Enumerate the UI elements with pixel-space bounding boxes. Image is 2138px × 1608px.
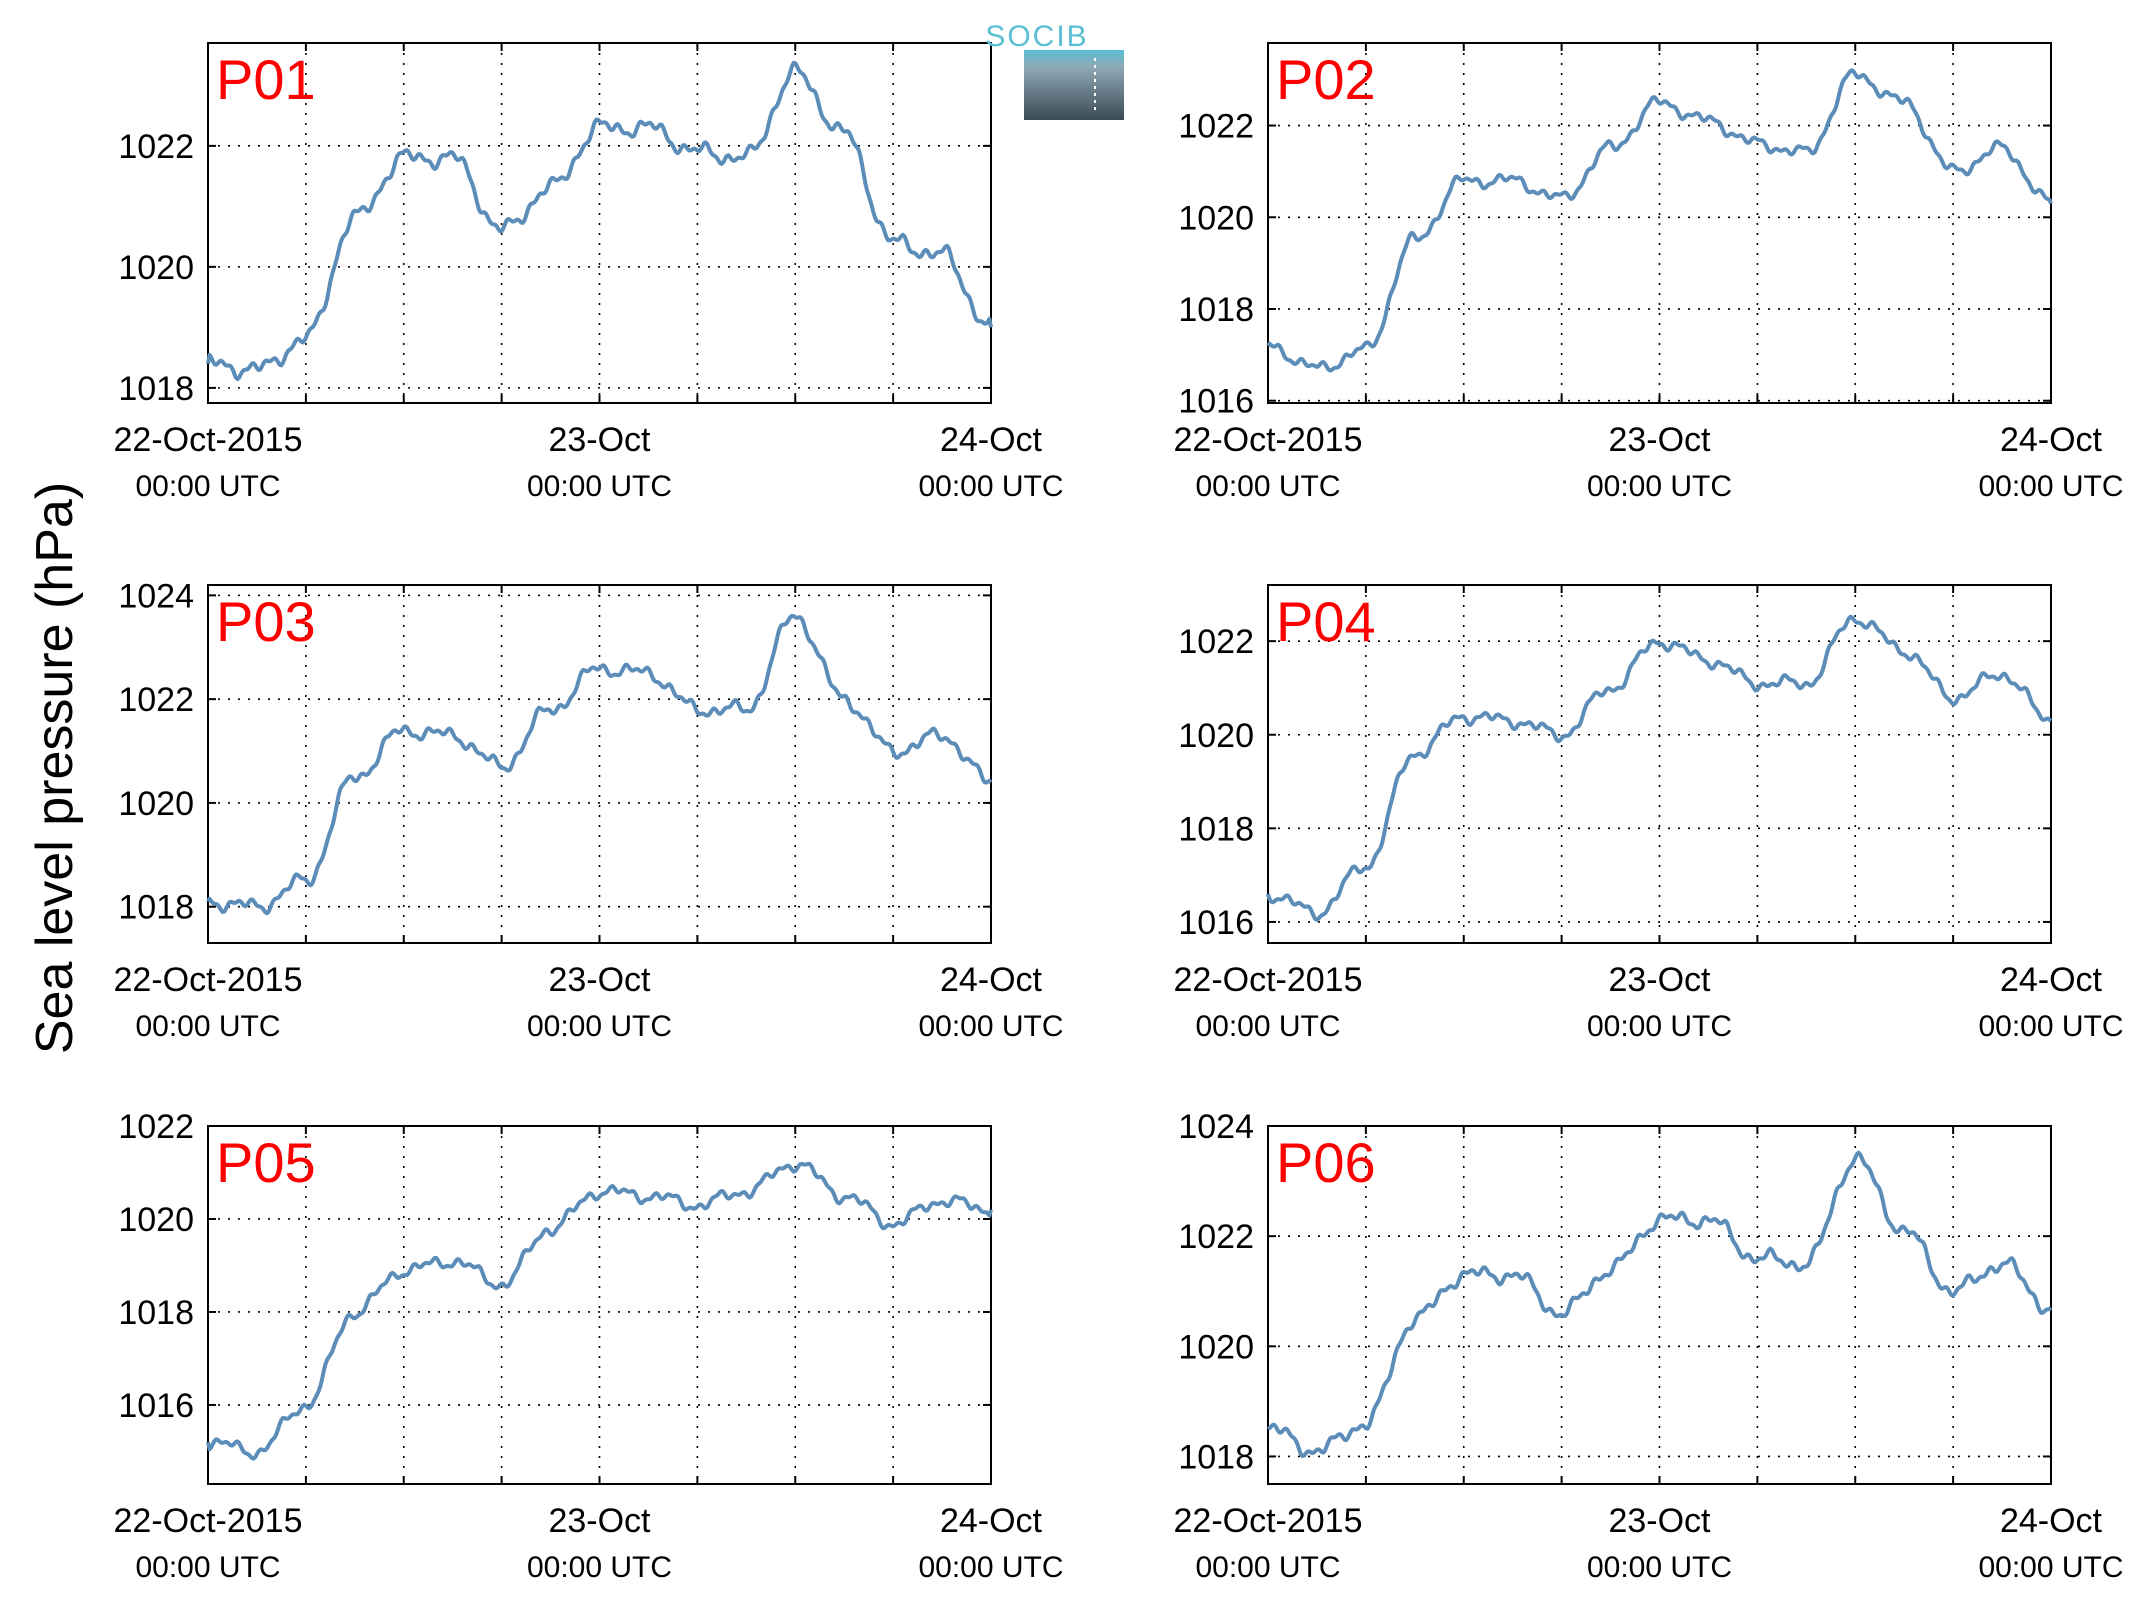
y-axis-label: Sea level pressure (hPa) [26, 482, 84, 1054]
x-tick-sublabel: 00:00 UTC [1978, 470, 2123, 503]
y-tick-label: 1018 [1178, 810, 1254, 848]
x-tick-sublabel: 00:00 UTC [1195, 1551, 1340, 1584]
x-tick-sublabel: 00:00 UTC [918, 1010, 1063, 1043]
grid [1268, 1125, 2051, 1484]
y-tick-label: 1016 [118, 1387, 194, 1425]
x-tick-label: 24-Oct [940, 961, 1043, 999]
grid [1268, 585, 2051, 943]
series-line [1267, 1150, 2053, 1458]
y-tick-label: 1018 [1178, 291, 1254, 329]
x-tick-label: 23-Oct [1608, 1502, 1711, 1540]
x-tick-sublabel: 00:00 UTC [918, 1551, 1063, 1584]
panel-p03: 1018 1020 1022 1024 22-Oct-2015 00:00 UTC 23-O… [114, 577, 1064, 1043]
y-tick-label: 1022 [1178, 108, 1254, 146]
x-tick-sublabel: 00:00 UTC [135, 470, 280, 503]
y-tick-label: 1020 [118, 785, 194, 823]
panel-p06: 1018 1020 1022 1024 22-Oct-2015 00:00 UTC 23-O… [1174, 1108, 2124, 1584]
x-tick-label: 22-Oct-2015 [1174, 421, 1363, 459]
y-tick-label: 1020 [118, 249, 194, 287]
y-tick-label: 1022 [118, 1108, 194, 1146]
x-tick-sublabel: 00:00 UTC [1587, 1010, 1732, 1043]
panel-label: P01 [216, 48, 316, 111]
y-tick-label: 1020 [118, 1201, 194, 1239]
x-tick-sublabel: 00:00 UTC [918, 470, 1063, 503]
x-tick-label: 22-Oct-2015 [114, 1502, 303, 1540]
x-tick-sublabel: 00:00 UTC [135, 1551, 280, 1584]
y-tick-label: 1016 [1178, 904, 1254, 942]
x-tick-label: 23-Oct [548, 421, 651, 459]
y-tick-label: 1022 [118, 681, 194, 719]
x-tick-label: 24-Oct [940, 421, 1043, 459]
panel-label: P05 [216, 1131, 316, 1194]
panels: 1018 1020 1022 22-Oct-2015 00:00 UTC 23-Oct 00… [114, 42, 2124, 1584]
x-tick-sublabel: 00:00 UTC [1195, 470, 1340, 503]
x-tick-sublabel: 00:00 UTC [1587, 1551, 1732, 1584]
panel-p05: 1016 1018 1020 1022 22-Oct-2015 00:00 UTC 23-O… [114, 1108, 1064, 1584]
y-tick-label: 1022 [1178, 623, 1254, 661]
axes-box [1267, 584, 2052, 944]
x-tick-label: 22-Oct-2015 [1174, 1502, 1363, 1540]
series-line [1266, 614, 2053, 922]
x-tick-label: 22-Oct-2015 [114, 961, 303, 999]
x-tick-label: 24-Oct [940, 1502, 1043, 1540]
panel-label: P03 [216, 590, 316, 653]
y-tick-label: 1024 [1178, 1108, 1254, 1146]
panel-label: P02 [1276, 48, 1376, 111]
x-tick-sublabel: 00:00 UTC [135, 1010, 280, 1043]
y-tick-label: 1024 [118, 577, 194, 615]
panel-p02: 1016 1018 1020 1022 22-Oct-2015 00:00 UTC 23-O… [1174, 42, 2124, 503]
axes-box [207, 1125, 992, 1485]
x-tick-label: 23-Oct [1608, 961, 1711, 999]
series-line [206, 613, 993, 916]
y-tick-label: 1022 [118, 128, 194, 166]
panel-label: P04 [1276, 590, 1376, 653]
series-line [206, 60, 993, 381]
socib-logo: SOCIB [985, 20, 1124, 120]
y-tick-label: 1020 [1178, 717, 1254, 755]
x-tick-sublabel: 00:00 UTC [1978, 1551, 2123, 1584]
x-tick-sublabel: 00:00 UTC [527, 1010, 672, 1043]
y-tick-label: 1018 [1178, 1438, 1254, 1476]
x-tick-sublabel: 00:00 UTC [527, 470, 672, 503]
panel-p01: 1018 1020 1022 22-Oct-2015 00:00 UTC 23-Oct 00… [114, 42, 1064, 503]
x-tick-label: 23-Oct [548, 961, 651, 999]
y-tick-label: 1016 [1178, 383, 1254, 421]
y-tick-label: 1022 [1178, 1218, 1254, 1256]
x-tick-label: 23-Oct [1608, 421, 1711, 459]
y-tick-label: 1020 [1178, 1328, 1254, 1366]
grid [1268, 43, 2051, 403]
y-tick-label: 1018 [118, 1294, 194, 1332]
x-tick-label: 24-Oct [2000, 1502, 2103, 1540]
grid [208, 1125, 991, 1484]
grid [208, 43, 991, 403]
x-tick-sublabel: 00:00 UTC [1587, 470, 1732, 503]
x-tick-sublabel: 00:00 UTC [527, 1551, 672, 1584]
series-line [1266, 68, 2053, 373]
series-line [206, 1161, 993, 1461]
x-tick-sublabel: 00:00 UTC [1978, 1010, 2123, 1043]
x-tick-label: 24-Oct [2000, 421, 2103, 459]
logo-graphic [1024, 50, 1124, 120]
x-tick-label: 22-Oct-2015 [114, 421, 303, 459]
y-tick-label: 1020 [1178, 199, 1254, 237]
x-tick-label: 24-Oct [2000, 961, 2103, 999]
axes-box [1267, 1125, 2052, 1485]
x-tick-label: 23-Oct [548, 1502, 651, 1540]
axes-box [207, 584, 992, 944]
panel-label: P06 [1276, 1131, 1376, 1194]
x-tick-label: 22-Oct-2015 [1174, 961, 1363, 999]
x-tick-sublabel: 00:00 UTC [1195, 1010, 1340, 1043]
logo-text: SOCIB [985, 20, 1088, 53]
y-tick-label: 1018 [118, 370, 194, 408]
panel-p04: 1016 1018 1020 1022 22-Oct-2015 00:00 UTC 23-O… [1174, 584, 2124, 1043]
y-tick-label: 1018 [118, 889, 194, 927]
grid [208, 585, 991, 943]
